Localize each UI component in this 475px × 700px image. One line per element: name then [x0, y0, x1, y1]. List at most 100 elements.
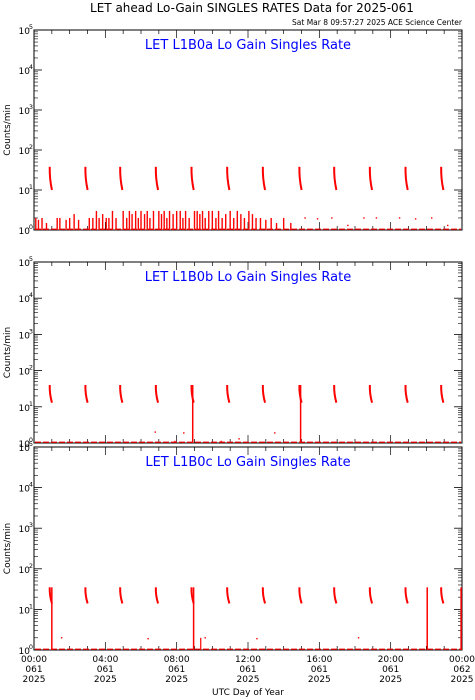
- rate-spike: [404, 587, 409, 604]
- x-tick-label: 061: [168, 665, 185, 675]
- rate-spike: [48, 587, 53, 604]
- rate-spike: [84, 587, 89, 604]
- rate-spike: [333, 587, 338, 604]
- y-axis-label: Counts/min: [3, 104, 13, 155]
- chart-title: LET ahead Lo-Gain SINGLES RATES Data for…: [90, 1, 414, 15]
- x-tick-label: 2025: [237, 675, 260, 685]
- x-tick-label: 2025: [308, 675, 331, 685]
- x-axis-label: UTC Day of Year: [212, 688, 284, 698]
- rate-spike: [261, 166, 267, 191]
- data-point: [316, 218, 319, 220]
- rate-spike: [84, 166, 89, 191]
- data-point: [375, 217, 378, 219]
- y-tick-label: 10: [19, 368, 31, 378]
- data-point: [220, 440, 222, 443]
- x-tick-label: 061: [239, 665, 256, 675]
- y-tick-label: 10: [19, 647, 31, 657]
- y-tick-exponent: 3: [29, 327, 33, 335]
- y-tick-exponent: 4: [29, 63, 33, 71]
- y-tick-exponent: 0: [29, 436, 33, 444]
- y-tick-exponent: 1: [29, 602, 33, 610]
- rate-spike: [298, 587, 303, 604]
- rate-spike: [440, 166, 445, 191]
- y-tick-label: 10: [19, 331, 31, 341]
- y-tick-exponent: 0: [29, 223, 33, 231]
- y-axis-label: Counts/min: [3, 327, 13, 378]
- y-tick-exponent: 2: [29, 562, 33, 570]
- x-tick-label: 062: [453, 665, 470, 675]
- y-tick-exponent: 4: [29, 291, 33, 299]
- rate-spike: [368, 384, 374, 403]
- data-point: [363, 217, 365, 219]
- y-tick-label: 10: [19, 227, 31, 237]
- rate-spike: [298, 166, 303, 191]
- rate-spike: [190, 166, 195, 191]
- y-tick-exponent: 1: [29, 400, 33, 408]
- data-point: [174, 440, 176, 443]
- rate-spike: [154, 384, 160, 403]
- rate-spike: [404, 166, 409, 191]
- y-tick-label: 10: [19, 485, 31, 495]
- rate-spike: [333, 384, 338, 403]
- data-point: [204, 637, 206, 639]
- rate-spike: [440, 587, 445, 604]
- rate-spike: [154, 166, 160, 191]
- x-tick-label: 12:00: [235, 655, 261, 665]
- data-point: [304, 217, 306, 219]
- rate-spike: [190, 587, 195, 604]
- y-tick-exponent: 1: [29, 183, 33, 191]
- rate-spike: [190, 384, 195, 403]
- plot-frame: [33, 261, 463, 444]
- y-tick-label: 10: [19, 259, 31, 269]
- y-tick-exponent: 5: [29, 255, 33, 263]
- x-tick-label: 2025: [94, 675, 117, 685]
- x-tick-label: 061: [382, 665, 399, 675]
- rate-spike: [404, 384, 409, 403]
- data-point: [331, 217, 333, 219]
- x-tick-label: 08:00: [164, 655, 190, 665]
- data-point: [154, 431, 156, 433]
- y-tick-exponent: 5: [29, 23, 33, 31]
- x-tick-label: 00:00: [21, 655, 47, 665]
- timestamp: Sat Mar 8 09:57:27 2025 ACE Science Cent…: [292, 18, 463, 27]
- rate-spike: [226, 166, 231, 191]
- panel-title: LET L1B0b Lo Gain Singles Rate: [145, 270, 351, 285]
- x-tick-label: 16:00: [306, 655, 332, 665]
- y-tick-exponent: 4: [29, 481, 33, 489]
- rate-spike: [48, 384, 53, 403]
- y-tick-label: 10: [19, 67, 31, 77]
- data-point: [347, 224, 349, 227]
- x-tick-label: 04:00: [92, 655, 118, 665]
- data-point: [447, 224, 449, 227]
- rate-spike: [84, 384, 89, 403]
- rate-spike: [368, 166, 374, 191]
- data-point: [398, 217, 401, 219]
- rate-spike: [154, 587, 160, 604]
- y-tick-exponent: 2: [29, 364, 33, 372]
- data-point: [147, 637, 149, 640]
- rate-spike: [368, 587, 374, 604]
- y-tick-exponent: 3: [29, 103, 33, 111]
- y-tick-label: 10: [19, 440, 31, 450]
- x-tick-label: 2025: [165, 675, 188, 685]
- y-tick-label: 10: [19, 27, 31, 37]
- rate-spike: [119, 166, 124, 191]
- data-point: [274, 432, 276, 434]
- y-tick-exponent: 0: [29, 643, 33, 651]
- data-point: [256, 637, 258, 640]
- x-tick-label: 061: [97, 665, 114, 675]
- y-tick-exponent: 3: [29, 521, 33, 529]
- panel-title: LET L1B0a Lo Gain Singles Rate: [145, 38, 351, 53]
- y-tick-label: 10: [19, 525, 31, 535]
- y-axis-label: Counts/min: [3, 523, 13, 574]
- y-tick-exponent: 2: [29, 143, 33, 151]
- x-tick-label: 2025: [23, 675, 46, 685]
- y-tick-label: 10: [19, 566, 31, 576]
- y-tick-exponent: 5: [29, 440, 33, 448]
- data-point: [414, 218, 417, 220]
- panel-title: LET L1B0c Lo Gain Singles Rate: [145, 455, 350, 470]
- y-tick-label: 10: [19, 606, 31, 616]
